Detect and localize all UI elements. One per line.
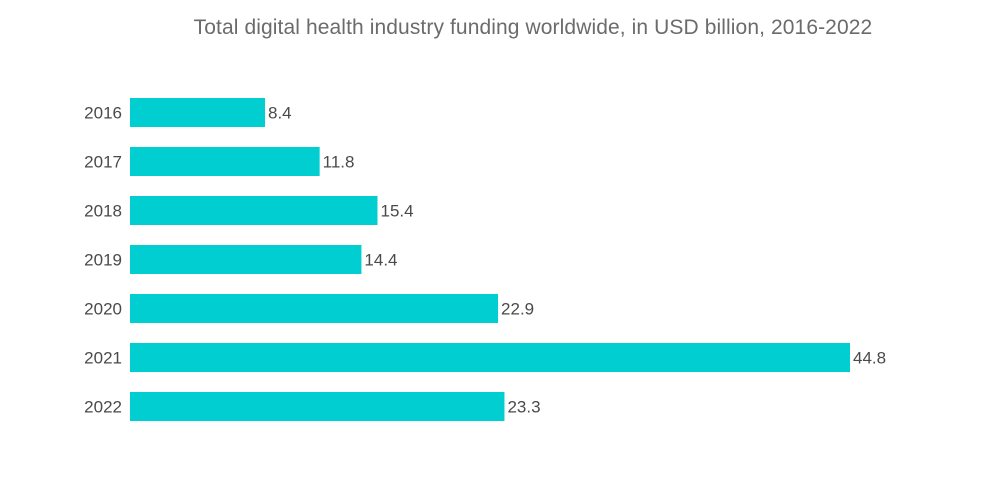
value-label-2021: 44.8 [853,349,886,368]
value-label-2019: 14.4 [364,251,397,270]
category-label-2021: 2021 [84,349,122,368]
bar-2020 [130,294,499,323]
bar-2017 [130,147,320,176]
value-label-2020: 22.9 [501,300,534,319]
value-label-2017: 11.8 [323,153,355,172]
bar-2016 [130,98,265,127]
category-label-2017: 2017 [84,153,122,172]
category-label-2016: 2016 [84,104,122,123]
value-label-2022: 23.3 [507,398,540,417]
category-label-2019: 2019 [84,251,122,270]
bar-2021 [130,343,850,372]
category-label-2022: 2022 [84,398,122,417]
category-label-2018: 2018 [84,202,122,221]
bar-2022 [130,392,505,421]
value-label-2018: 15.4 [381,202,414,221]
value-label-2016: 8.4 [268,104,292,123]
bar-2019 [130,245,362,274]
chart-title: Total digital health industry funding wo… [193,16,873,39]
bar-2018 [130,196,378,225]
category-label-2020: 2020 [84,300,122,319]
